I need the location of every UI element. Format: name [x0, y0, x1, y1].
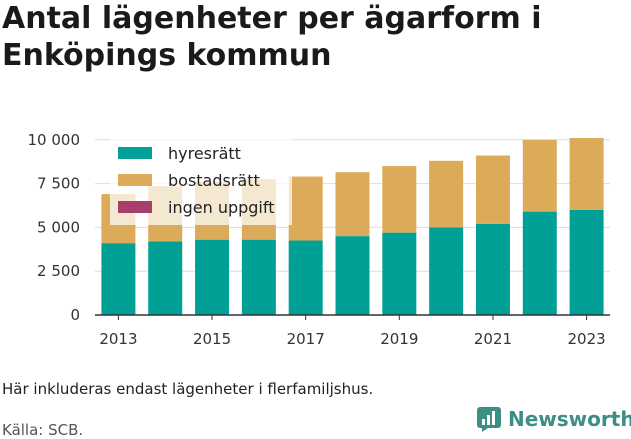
bar [148, 241, 183, 315]
y-tick-label: 2 500 [37, 262, 80, 280]
bar [382, 232, 417, 315]
bar-chart: 0 2 500 5 000 7 500 10 000 2013 2015 2017 2019 20… [28, 131, 610, 348]
y-tick-label: 0 [70, 306, 80, 324]
bar [101, 243, 136, 315]
bar [382, 166, 417, 233]
x-tick-label: 2019 [380, 330, 418, 348]
bar [288, 176, 323, 241]
chart-note: Här inkluderas endast lägenheter i flerf… [2, 380, 374, 398]
bar [288, 240, 323, 315]
legend-swatch [118, 174, 152, 186]
legend-label: ingen uppgift [168, 198, 275, 217]
bar [522, 211, 557, 315]
legend-swatch [118, 147, 152, 159]
bar [335, 172, 370, 237]
brand-name: Newsworthy [508, 407, 631, 431]
bar [522, 139, 557, 212]
legend-label: hyresrätt [168, 144, 241, 163]
y-tick-label: 7 500 [37, 175, 80, 193]
source-text: Källa: SCB. [2, 421, 84, 439]
bar [569, 138, 604, 210]
x-tick-label: 2021 [474, 330, 512, 348]
bar [475, 155, 510, 224]
bar [475, 223, 510, 315]
legend-swatch [118, 201, 152, 213]
x-tick-label: 2013 [99, 330, 137, 348]
x-tick-label: 2017 [287, 330, 325, 348]
y-tick-label: 5 000 [37, 218, 80, 236]
bar [429, 160, 464, 228]
bar [241, 239, 276, 315]
bar [335, 236, 370, 315]
x-tick-label: 2015 [193, 330, 231, 348]
chart-title: Antal lägenheter per ägarform i Enköping… [2, 1, 542, 73]
x-tick-label: 2023 [567, 330, 605, 348]
bar [569, 209, 604, 315]
bar [195, 239, 230, 315]
legend-label: bostadsrätt [168, 171, 260, 190]
brand-logo[interactable]: Newsworthy [476, 406, 631, 432]
y-tick-label: 10 000 [28, 131, 81, 149]
newsworthy-chart-icon [477, 407, 501, 432]
bar [429, 227, 464, 315]
